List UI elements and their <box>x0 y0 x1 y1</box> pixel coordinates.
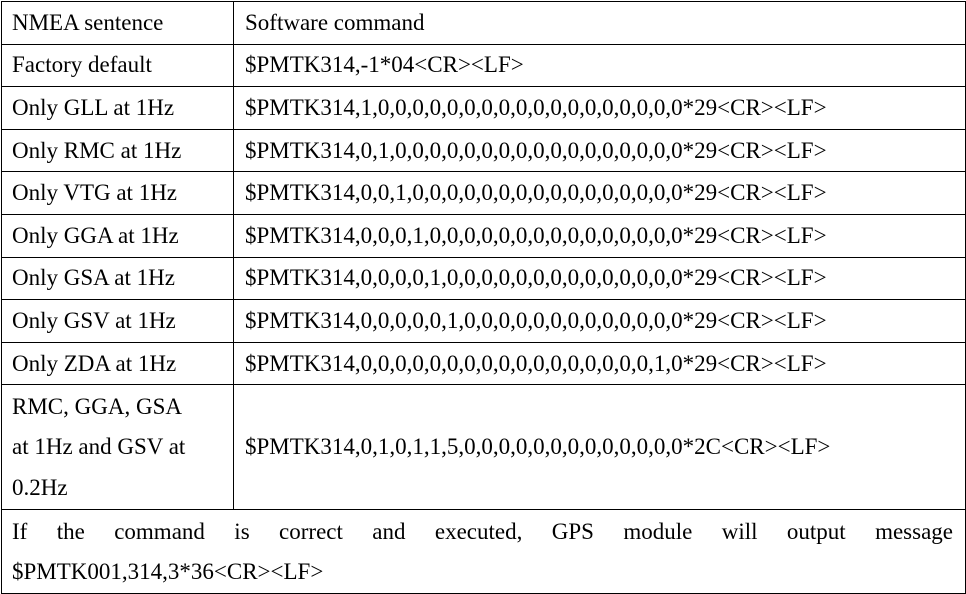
footer-note-cell: If the command is correct and executed, … <box>1 509 966 594</box>
command-cell: $PMTK314,0,1,0,0,0,0,0,0,0,0,0,0,0,0,0,0… <box>233 128 966 173</box>
table-row: Only GGA at 1Hz $PMTK314,0,0,0,1,0,0,0,0… <box>1 213 966 258</box>
table-row: Only GLL at 1Hz $PMTK314,1,0,0,0,0,0,0,0… <box>1 86 966 130</box>
table-row: Only RMC at 1Hz $PMTK314,0,1,0,0,0,0,0,0… <box>1 128 966 173</box>
sentence-cell: Only GSA at 1Hz <box>1 256 234 301</box>
sentence-cell: Factory default <box>1 43 234 88</box>
table-row: Only VTG at 1Hz $PMTK314,0,0,1,0,0,0,0,0… <box>1 171 966 215</box>
command-cell: $PMTK314,0,0,1,0,0,0,0,0,0,0,0,0,0,0,0,0… <box>233 171 966 215</box>
combined-sentence-line: 0.2Hz <box>12 474 68 500</box>
table-row: Only ZDA at 1Hz $PMTK314,0,0,0,0,0,0,0,0… <box>1 341 966 386</box>
header-nmea-sentence: NMEA sentence <box>1 1 234 45</box>
command-cell: $PMTK314,-1*04<CR><LF> <box>233 43 966 88</box>
sentence-cell: Only ZDA at 1Hz <box>1 341 234 386</box>
table-footer-row: If the command is correct and executed, … <box>1 509 966 594</box>
command-cell: $PMTK314,1,0,0,0,0,0,0,0,0,0,0,0,0,0,0,0… <box>233 86 966 130</box>
table-row: Factory default $PMTK314,-1*04<CR><LF> <box>1 43 966 88</box>
command-cell: $PMTK314,0,0,0,0,0,0,0,0,0,0,0,0,0,0,0,0… <box>233 341 966 386</box>
table-row-combined: RMC, GGA, GSA at 1Hz and GSV at 0.2Hz $P… <box>1 384 966 511</box>
header-software-command: Software command <box>233 1 966 45</box>
table-header-row: NMEA sentence Software command <box>1 1 966 45</box>
combined-sentence-line: RMC, GGA, GSA <box>12 393 182 419</box>
footer-note-line: If the command is correct and executed, … <box>12 518 953 544</box>
sentence-cell: Only VTG at 1Hz <box>1 171 234 215</box>
combined-sentence-line: at 1Hz and GSV at <box>12 434 186 460</box>
sentence-cell: Only GGA at 1Hz <box>1 213 234 258</box>
sentence-cell: Only RMC at 1Hz <box>1 128 234 173</box>
combined-sentence-cell: RMC, GGA, GSA at 1Hz and GSV at 0.2Hz <box>1 384 234 511</box>
command-cell: $PMTK314,0,0,0,0,0,1,0,0,0,0,0,0,0,0,0,0… <box>233 299 966 343</box>
table-row: Only GSA at 1Hz $PMTK314,0,0,0,0,1,0,0,0… <box>1 256 966 301</box>
sentence-cell: Only GSV at 1Hz <box>1 299 234 343</box>
footer-note-line: $PMTK001,314,3*36<CR><LF> <box>12 558 324 584</box>
command-cell: $PMTK314,0,0,0,0,1,0,0,0,0,0,0,0,0,0,0,0… <box>233 256 966 301</box>
sentence-cell: Only GLL at 1Hz <box>1 86 234 130</box>
table-row: Only GSV at 1Hz $PMTK314,0,0,0,0,0,1,0,0… <box>1 299 966 343</box>
combined-command-cell: $PMTK314,0,1,0,1,1,5,0,0,0,0,0,0,0,0,0,0… <box>233 384 966 511</box>
command-cell: $PMTK314,0,0,0,1,0,0,0,0,0,0,0,0,0,0,0,0… <box>233 213 966 258</box>
